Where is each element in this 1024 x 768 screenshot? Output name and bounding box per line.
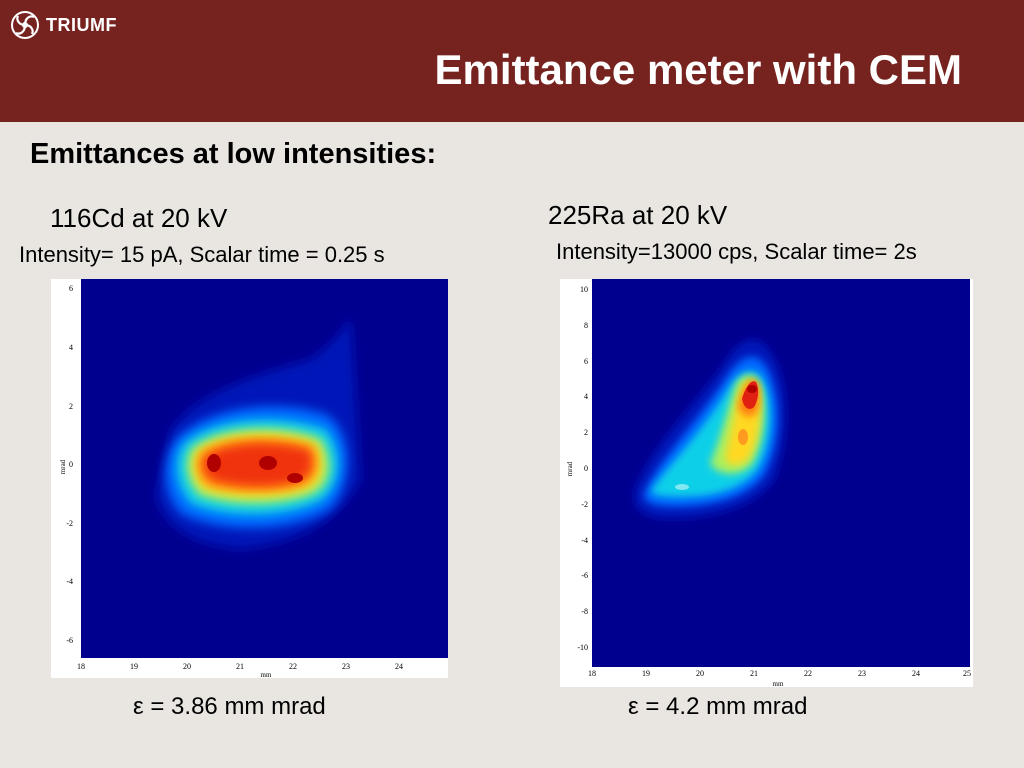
plot-2-info: Intensity=13000 cps, Scalar time= 2s	[556, 239, 917, 264]
slide-subtitle: Emittances at low intensities:	[30, 138, 437, 170]
plot-2-ytick: -4	[581, 536, 588, 545]
plot-1-emittance-value: = 3.86 mm mrad	[150, 693, 326, 720]
plot-1-ytick: 0	[69, 460, 73, 469]
plot-1-contour: 6 4 2 0 -2 -4 -6 18 19 20 21 22 23 24 mm…	[51, 279, 448, 678]
plot-2-ytick: 4	[584, 392, 588, 401]
plot-2-xlabel: mm	[773, 680, 784, 687]
plot-2-ytick: -10	[577, 643, 588, 652]
plot-2-contour: 10 8 6 4 2 0 -2 -4 -6 -8 -10 18 19 20 21…	[560, 279, 973, 687]
plot-1-peak-3	[287, 473, 303, 483]
plot-1-xtick: 19	[130, 662, 138, 671]
plot-1-ytick: 6	[69, 284, 73, 293]
plot-1-peak-1	[207, 454, 221, 472]
plot-2-xtick: 22	[804, 669, 812, 678]
plot-2-emittance-value: = 4.2 mm mrad	[645, 693, 808, 720]
plot-1-xtick: 23	[342, 662, 350, 671]
plot-1-xtick: 22	[289, 662, 297, 671]
plot-1-ytick: -6	[66, 636, 73, 645]
plot-1-label: 116Cd at 20 kV	[50, 203, 228, 233]
plot-2-ylabel: mrad	[566, 461, 574, 476]
plot-2-contours	[634, 339, 787, 519]
plot-2-ytick: 10	[580, 285, 588, 294]
plot-2-xtick: 23	[858, 669, 866, 678]
epsilon-symbol: ε	[628, 693, 639, 720]
header-bar: TRIUMF Emittance meter with CEM	[0, 0, 1024, 122]
plot-1-ytick: -2	[66, 519, 73, 528]
plot-1-ylabel: mrad	[59, 459, 67, 474]
plot-2-peak-1	[747, 385, 757, 393]
plot-2-xtick: 20	[696, 669, 704, 678]
plot-1-info: Intensity= 15 pA, Scalar time = 0.25 s	[19, 242, 385, 267]
plot-1-ytick: 4	[69, 343, 73, 352]
plot-1-ytick: 2	[69, 402, 73, 411]
slide-title: Emittance meter with CEM	[434, 46, 962, 93]
triumf-logo: TRIUMF	[10, 10, 117, 40]
plot-1-contour-red	[204, 444, 311, 486]
plot-1-xtick: 18	[77, 662, 85, 671]
plot-2-ytick: 2	[584, 428, 588, 437]
plot-2-label: 225Ra at 20 kV	[548, 200, 728, 230]
plot-2-emittance: ε = 4.2 mm mrad	[628, 693, 807, 721]
plot-1-xtick: 20	[183, 662, 191, 671]
plot-1-peak-2	[259, 456, 277, 470]
plot-1-emittance: ε = 3.86 mm mrad	[133, 693, 326, 721]
plot-1-xtick: 24	[395, 662, 403, 671]
plot-2-xtick: 21	[750, 669, 758, 678]
plot-2-ytick: -2	[581, 500, 588, 509]
triumf-emblem-icon	[11, 11, 39, 39]
plot-2-ytick: 8	[584, 321, 588, 330]
plot-2-ytick: -6	[581, 571, 588, 580]
plot-2-ytick: 0	[584, 464, 588, 473]
plot-1-xtick: 21	[236, 662, 244, 671]
plot-2-xtick: 24	[912, 669, 920, 678]
plot-1-xlabel: mm	[261, 671, 272, 678]
plot-2-xtick: 18	[588, 669, 596, 678]
plot-2-peak-3	[675, 484, 689, 490]
plot-1-ytick: -4	[66, 577, 73, 586]
plot-2-xtick: 19	[642, 669, 650, 678]
plot-2-peak-2	[738, 429, 748, 445]
plot-2-xtick: 25	[963, 669, 971, 678]
epsilon-symbol: ε	[133, 693, 144, 720]
plot-2-ytick: -8	[581, 607, 588, 616]
plot-1-contours	[156, 318, 361, 549]
plot-2-ytick: 6	[584, 357, 588, 366]
logo-text: TRIUMF	[46, 14, 117, 35]
